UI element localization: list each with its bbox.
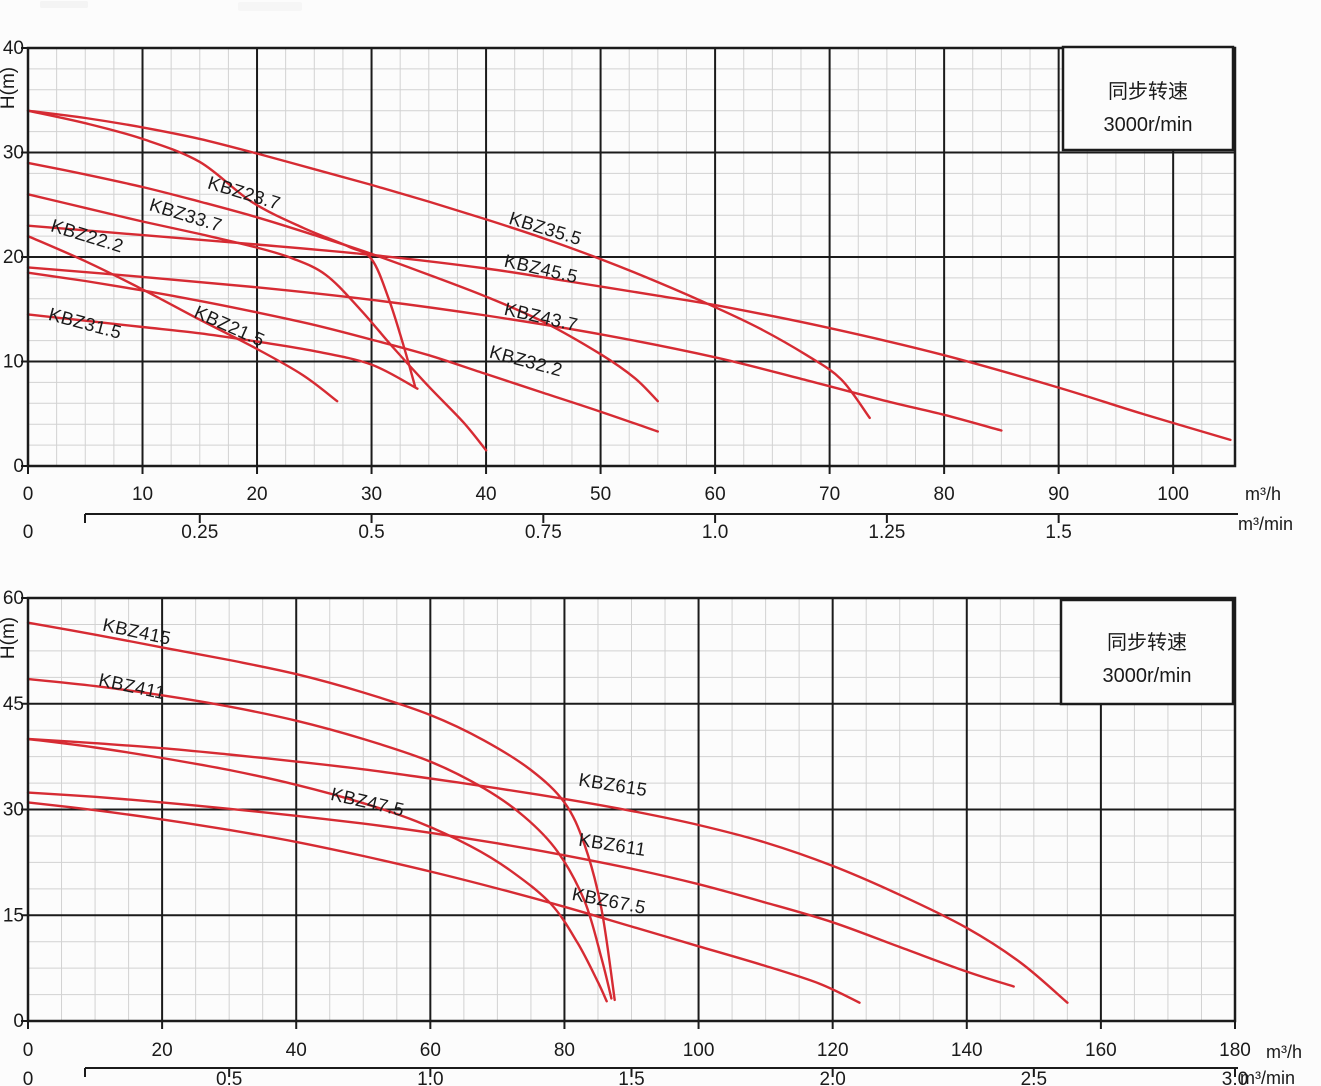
x-axis-tick-label: 80 xyxy=(934,484,955,505)
y-axis-title: H(m) xyxy=(0,67,19,109)
x-axis-unit-secondary: m³/min xyxy=(1238,514,1293,534)
x-axis-tick-label: 10 xyxy=(132,484,153,505)
x-axis-unit-primary: m³/h xyxy=(1266,1042,1302,1062)
curve-label-KBZ45.5: KBZ45.5 xyxy=(502,250,580,287)
curves xyxy=(26,109,1232,452)
curve-label-KBZ35.5: KBZ35.5 xyxy=(507,207,585,249)
y-axis-title: H(m) xyxy=(0,617,19,659)
y-axis-tick-label: 30 xyxy=(3,143,24,164)
x-axis-tick-label: 180 xyxy=(1219,1040,1251,1061)
legend-box xyxy=(1059,598,1235,706)
x-axis-tick-label: 140 xyxy=(951,1040,983,1061)
secondary-x-tick-label: 1.0 xyxy=(702,522,728,543)
cropped-text-artifact xyxy=(40,1,88,8)
legend-speed-value: 3000r/min xyxy=(1104,114,1193,136)
grid-major xyxy=(28,48,1235,466)
y-axis-tick-label: 60 xyxy=(3,588,24,609)
curve-label-KBZ43.7: KBZ43.7 xyxy=(502,298,580,335)
curves xyxy=(26,621,1069,1004)
curve-KBZ611 xyxy=(26,791,1015,988)
x-axis-tick-label: 0 xyxy=(23,1040,34,1061)
axis-ticks xyxy=(21,47,1175,474)
curve-KBZ45.5 xyxy=(26,224,1232,442)
x-axis-tick-label: 40 xyxy=(286,1040,307,1061)
curve-label-KBZ33.7: KBZ33.7 xyxy=(147,194,225,236)
cropped-text-artifact xyxy=(238,2,302,11)
secondary-x-tick-label: 1.25 xyxy=(868,522,905,543)
x-axis-unit-secondary: m³/min xyxy=(1240,1068,1295,1086)
curve-label-KBZ615: KBZ615 xyxy=(577,769,649,801)
curve-KBZ615 xyxy=(26,737,1069,1004)
secondary-x-tick-label: 3.0 xyxy=(1222,1069,1248,1086)
secondary-x-tick-label: 0.25 xyxy=(181,522,218,543)
secondary-x-axis xyxy=(84,513,1238,523)
x-axis-tick-label: 20 xyxy=(246,484,267,505)
curve-label-KBZ411: KBZ411 xyxy=(97,669,168,704)
secondary-x-tick-label: 2.5 xyxy=(1021,1069,1047,1086)
pump-curve-chart-bottom: KBZ415 KBZ411 KBZ47.5 KBZ615 KBZ611 KBZ67.5 同步… xyxy=(0,560,1321,1086)
legend-box xyxy=(1061,45,1235,152)
y-axis-tick-label: 45 xyxy=(3,694,24,715)
x-axis-tick-label: 0 xyxy=(23,484,34,505)
curve-KBZ411 xyxy=(26,677,613,1000)
y-axis-tick-label: 0 xyxy=(13,1011,24,1032)
curve-KBZ67.5 xyxy=(26,801,861,1004)
curve-KBZ415 xyxy=(26,621,616,1002)
y-axis-tick-label: 40 xyxy=(3,38,24,59)
x-axis-tick-label: 120 xyxy=(817,1040,849,1061)
y-axis-tick-label: 30 xyxy=(3,800,24,821)
curve-label-KBZ32.2: KBZ32.2 xyxy=(487,341,565,381)
pump-curve-chart-top: KBZ21.5 KBZ22.2 KBZ23.7 KBZ31.5 KBZ32.2 KBZ33… xyxy=(0,38,1293,543)
x-axis-tick-label: 80 xyxy=(554,1040,575,1061)
x-axis-tick-label: 70 xyxy=(819,484,840,505)
y-axis-tick-label: 20 xyxy=(3,247,24,268)
secondary-x-axis xyxy=(84,1067,1238,1077)
x-axis-tick-label: 30 xyxy=(361,484,382,505)
x-axis-tick-label: 60 xyxy=(705,484,726,505)
secondary-x-tick-label: 0.5 xyxy=(216,1069,242,1086)
curve-KBZ31.5 xyxy=(26,313,419,390)
curve-KBZ22.2 xyxy=(26,193,488,452)
grid-major xyxy=(28,598,1235,1021)
legend-speed-value: 3000r/min xyxy=(1103,665,1192,687)
curve-label-KBZ47.5: KBZ47.5 xyxy=(329,783,407,820)
axis-ticks xyxy=(21,597,1236,1029)
legend-sync-speed-label: 同步转速 xyxy=(1108,80,1188,103)
curve-KBZ21.5 xyxy=(26,234,339,403)
y-axis-tick-label: 10 xyxy=(3,352,24,373)
secondary-x-tick-label: 0 xyxy=(23,522,34,543)
secondary-x-tick-label: 1.0 xyxy=(417,1069,443,1086)
curve-KBZ47.5 xyxy=(26,737,608,1003)
chart-svg: KBZ21.5KBZ22.2KBZ23.7KBZ31.5KBZ32.2KBZ33… xyxy=(0,38,1293,543)
y-axis-tick-label: 0 xyxy=(13,456,24,477)
x-axis-tick-label: 90 xyxy=(1048,484,1069,505)
secondary-x-tick-label: 0.75 xyxy=(525,522,562,543)
x-axis-tick-label: 50 xyxy=(590,484,611,505)
curve-KBZ32.2 xyxy=(26,271,659,433)
secondary-x-tick-label: 0 xyxy=(23,1069,34,1086)
secondary-x-tick-label: 1.5 xyxy=(1045,522,1071,543)
y-axis-tick-label: 15 xyxy=(3,905,24,926)
secondary-x-tick-label: 0.5 xyxy=(358,522,384,543)
x-axis-tick-label: 20 xyxy=(152,1040,173,1061)
x-axis-tick-label: 100 xyxy=(1157,484,1189,505)
x-axis-unit-primary: m³/h xyxy=(1245,484,1281,504)
curve-KBZ43.7 xyxy=(26,266,1003,432)
curve-KBZ35.5 xyxy=(26,109,871,420)
legend-sync-speed-label: 同步转速 xyxy=(1107,631,1187,654)
x-axis-tick-label: 160 xyxy=(1085,1040,1117,1061)
x-axis-tick-label: 60 xyxy=(420,1040,441,1061)
x-axis-tick-label: 40 xyxy=(475,484,496,505)
curve-KBZ23.7 xyxy=(26,109,417,388)
x-axis-tick-label: 100 xyxy=(683,1040,715,1061)
secondary-x-tick-label: 2.0 xyxy=(819,1069,845,1086)
secondary-x-tick-label: 1.5 xyxy=(618,1069,644,1086)
